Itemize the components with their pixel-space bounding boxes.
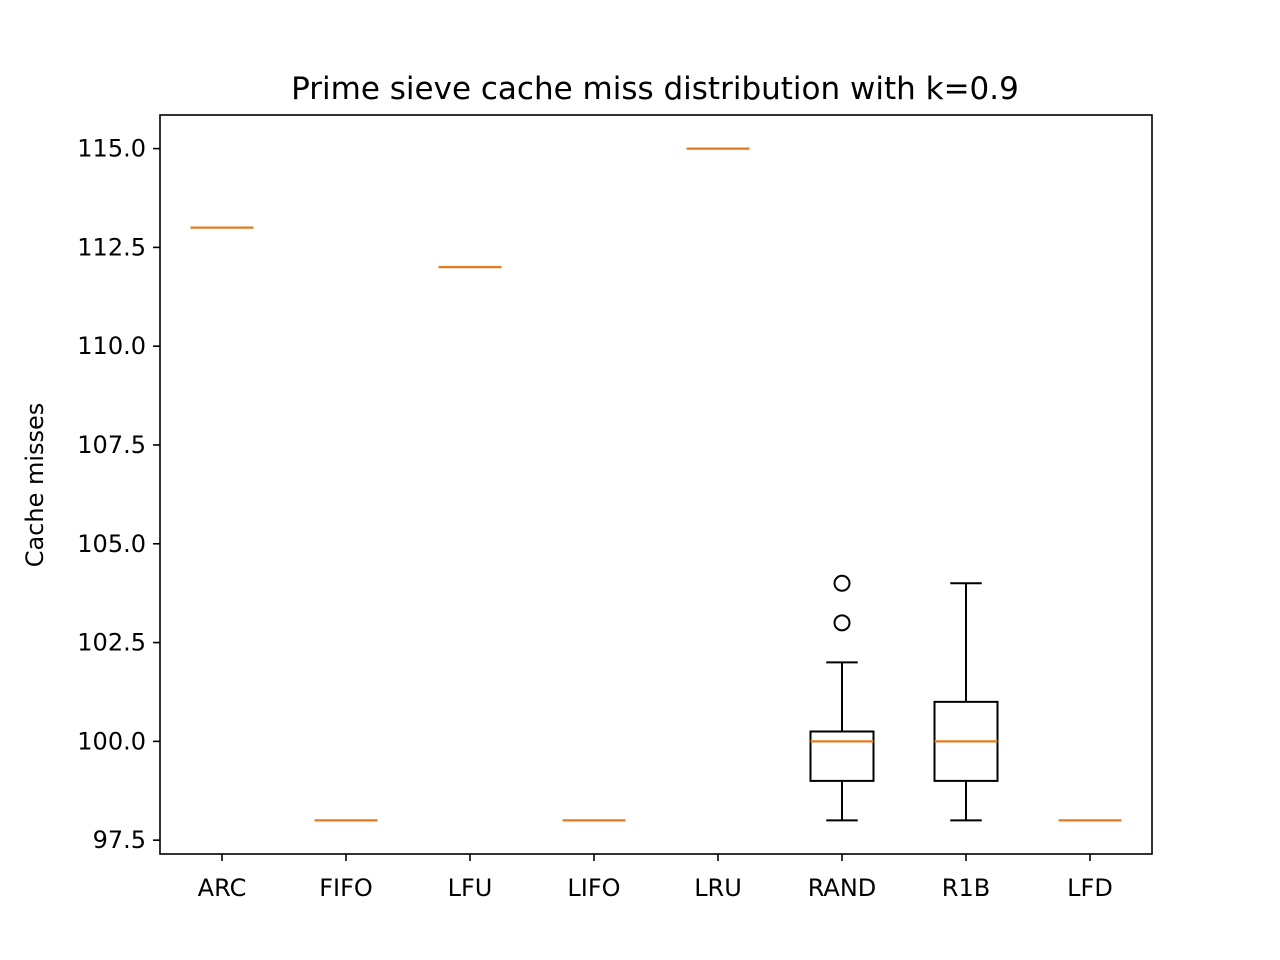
x-tick-label-arc: ARC xyxy=(198,874,247,902)
plot-area-frame xyxy=(159,114,1153,855)
x-axis-ticks: ARC FIFO LFU LIFO LRU RAND R1B LFD xyxy=(198,854,1113,902)
x-tick-label-fifo: FIFO xyxy=(319,874,373,902)
x-tick-label-lfu: LFU xyxy=(448,874,493,902)
x-tick-label-r1b: R1B xyxy=(942,874,990,902)
iqr-box xyxy=(809,730,875,782)
chart-title: Prime sieve cache miss distribution with… xyxy=(291,71,1019,107)
box-rand xyxy=(809,574,875,822)
x-tick-label-lfd: LFD xyxy=(1067,874,1113,902)
x-tick-label-rand: RAND xyxy=(808,874,877,902)
outlier-point xyxy=(833,614,851,632)
y-tick-label: 97.5 xyxy=(93,826,146,854)
x-tick-label-lifo: LIFO xyxy=(567,874,620,902)
y-tick-label: 100.0 xyxy=(77,727,146,755)
box-series xyxy=(190,147,1122,822)
y-tick-label: 115.0 xyxy=(77,135,146,163)
y-axis-ticks: 97.5 100.0 102.5 105.0 107.5 110.0 112.5 115.0 xyxy=(77,135,160,854)
y-tick-label: 105.0 xyxy=(77,530,146,558)
x-tick-label-lru: LRU xyxy=(694,874,742,902)
y-axis-label: Cache misses xyxy=(21,403,49,568)
outlier-point xyxy=(833,574,851,592)
y-tick-label: 110.0 xyxy=(77,332,146,360)
y-tick-label: 112.5 xyxy=(77,233,146,261)
y-tick-label: 107.5 xyxy=(77,431,146,459)
y-tick-label: 102.5 xyxy=(77,629,146,657)
box-r1b xyxy=(933,582,999,822)
